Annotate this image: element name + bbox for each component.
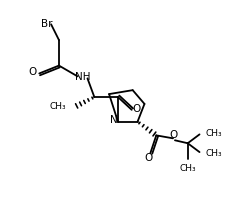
Text: CH₃: CH₃ [49,102,66,111]
Text: CH₃: CH₃ [205,148,221,158]
Text: O: O [144,153,152,163]
Text: Br: Br [41,19,52,29]
Text: O: O [28,68,36,77]
Text: O: O [169,130,177,140]
Text: O: O [132,104,140,114]
Text: N: N [110,115,117,125]
Text: NH: NH [74,72,90,82]
Text: CH₃: CH₃ [179,164,195,173]
Text: CH₃: CH₃ [205,129,221,138]
